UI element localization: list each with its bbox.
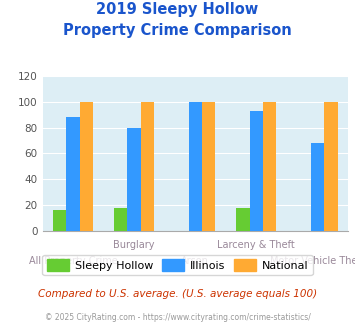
Bar <box>189 102 202 231</box>
Bar <box>311 143 324 231</box>
Text: 2019 Sleepy Hollow: 2019 Sleepy Hollow <box>96 2 259 16</box>
Text: Burglary: Burglary <box>114 240 155 250</box>
Bar <box>202 102 215 231</box>
Bar <box>141 102 154 231</box>
Text: All Property Crime: All Property Crime <box>29 256 118 266</box>
Text: Compared to U.S. average. (U.S. average equals 100): Compared to U.S. average. (U.S. average … <box>38 289 317 299</box>
Bar <box>127 128 141 231</box>
Bar <box>263 102 277 231</box>
Bar <box>250 111 263 231</box>
Bar <box>236 208 250 231</box>
Text: © 2025 CityRating.com - https://www.cityrating.com/crime-statistics/: © 2025 CityRating.com - https://www.city… <box>45 314 310 322</box>
Bar <box>66 117 80 231</box>
Legend: Sleepy Hollow, Illinois, National: Sleepy Hollow, Illinois, National <box>42 255 313 275</box>
Bar <box>324 102 338 231</box>
Text: Arson: Arson <box>181 256 209 266</box>
Bar <box>114 208 127 231</box>
Text: Property Crime Comparison: Property Crime Comparison <box>63 23 292 38</box>
Text: Motor Vehicle Theft: Motor Vehicle Theft <box>270 256 355 266</box>
Bar <box>53 210 66 231</box>
Text: Larceny & Theft: Larceny & Theft <box>217 240 295 250</box>
Bar <box>80 102 93 231</box>
